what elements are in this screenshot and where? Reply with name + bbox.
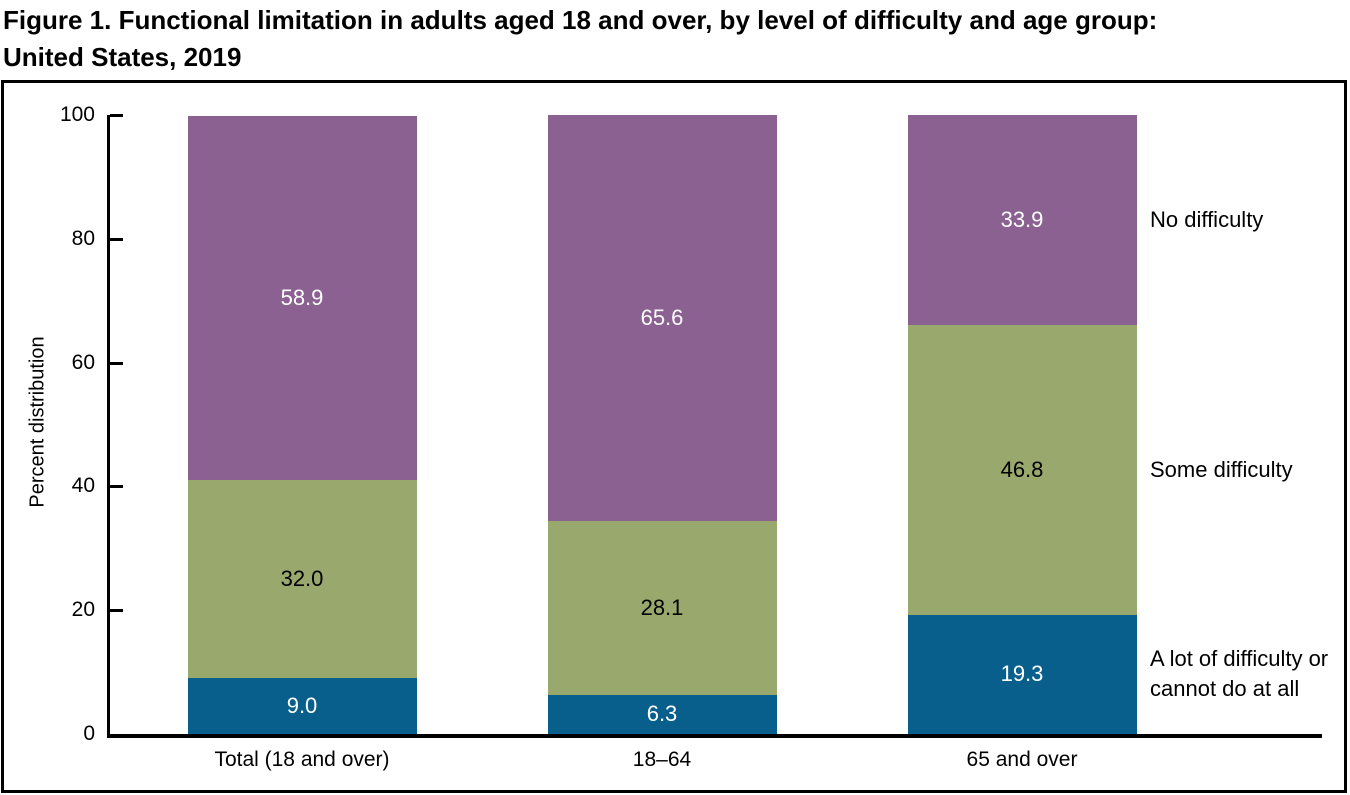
bar-value-label: 6.3 xyxy=(646,701,678,727)
bar-segment: 6.3 xyxy=(547,695,777,734)
bar-segment: 65.6 xyxy=(547,115,777,522)
x-category-label: 18–64 xyxy=(632,748,692,771)
y-axis-line xyxy=(107,115,110,738)
bar-value-label: 58.9 xyxy=(280,284,324,310)
bar-value-label: 33.9 xyxy=(1000,206,1044,232)
legend-item-line: No difficulty xyxy=(1150,206,1264,232)
legend-item: No difficulty xyxy=(1150,205,1263,235)
figure-title-line1: Figure 1. Functional limitation in adult… xyxy=(3,5,1158,35)
chart-frame: Percent distribution 0 20 40 60 80 100 9.0 32.0… xyxy=(1,80,1347,793)
y-tick xyxy=(110,237,123,241)
y-tick-label: 20 xyxy=(71,598,95,622)
bar-value-label: 65.6 xyxy=(640,305,684,331)
y-tick xyxy=(110,609,123,613)
legend-item: A lot of difficulty or cannot do at all xyxy=(1150,644,1328,704)
bar-segment: 9.0 xyxy=(187,678,417,734)
legend-item-line: A lot of difficulty or xyxy=(1150,646,1329,672)
bar-value-label: 46.8 xyxy=(1000,456,1044,482)
x-axis-baseline xyxy=(107,734,1322,738)
bar-value-label: 32.0 xyxy=(280,566,324,592)
bar-segment: 58.9 xyxy=(187,115,417,481)
y-tick-label: 100 xyxy=(59,103,95,126)
legend-item-line: Some difficulty xyxy=(1150,456,1293,482)
bar-value-label: 28.1 xyxy=(640,595,684,621)
bar-segment: 33.9 xyxy=(907,115,1137,325)
y-tick-label: 80 xyxy=(71,226,95,250)
y-tick xyxy=(110,361,123,365)
bar-value-label: 9.0 xyxy=(286,693,318,719)
bar-segment: 28.1 xyxy=(547,521,777,695)
y-tick-label: 0 xyxy=(83,722,95,745)
x-category-label: Total (18 and over) xyxy=(214,748,390,771)
y-tick xyxy=(110,114,123,117)
x-category-label: 65 and over xyxy=(966,748,1078,771)
bar-segment: 32.0 xyxy=(187,480,417,679)
y-tick-label: 60 xyxy=(71,350,95,374)
figure-title: Figure 1. Functional limitation in adult… xyxy=(3,2,1347,76)
bar-segment: 46.8 xyxy=(907,324,1137,615)
figure-title-line2: United States, 2019 xyxy=(3,42,242,72)
bar-value-label: 19.3 xyxy=(1000,661,1044,687)
y-tick xyxy=(110,485,123,489)
bar-segment: 19.3 xyxy=(907,614,1137,734)
legend-item-line: cannot do at all xyxy=(1150,676,1300,702)
legend-item: Some difficulty xyxy=(1150,455,1293,485)
y-tick-label: 40 xyxy=(71,474,95,498)
plot-area: Percent distribution 0 20 40 60 80 100 9.0 32.0… xyxy=(4,83,1344,790)
